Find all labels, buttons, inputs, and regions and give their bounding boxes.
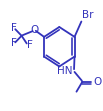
Text: F: F: [11, 23, 17, 33]
Text: F: F: [11, 38, 17, 48]
Text: O: O: [30, 25, 38, 35]
Text: Br: Br: [82, 10, 94, 20]
Text: HN: HN: [57, 66, 73, 76]
Text: O: O: [93, 77, 101, 87]
Text: F: F: [28, 40, 33, 50]
